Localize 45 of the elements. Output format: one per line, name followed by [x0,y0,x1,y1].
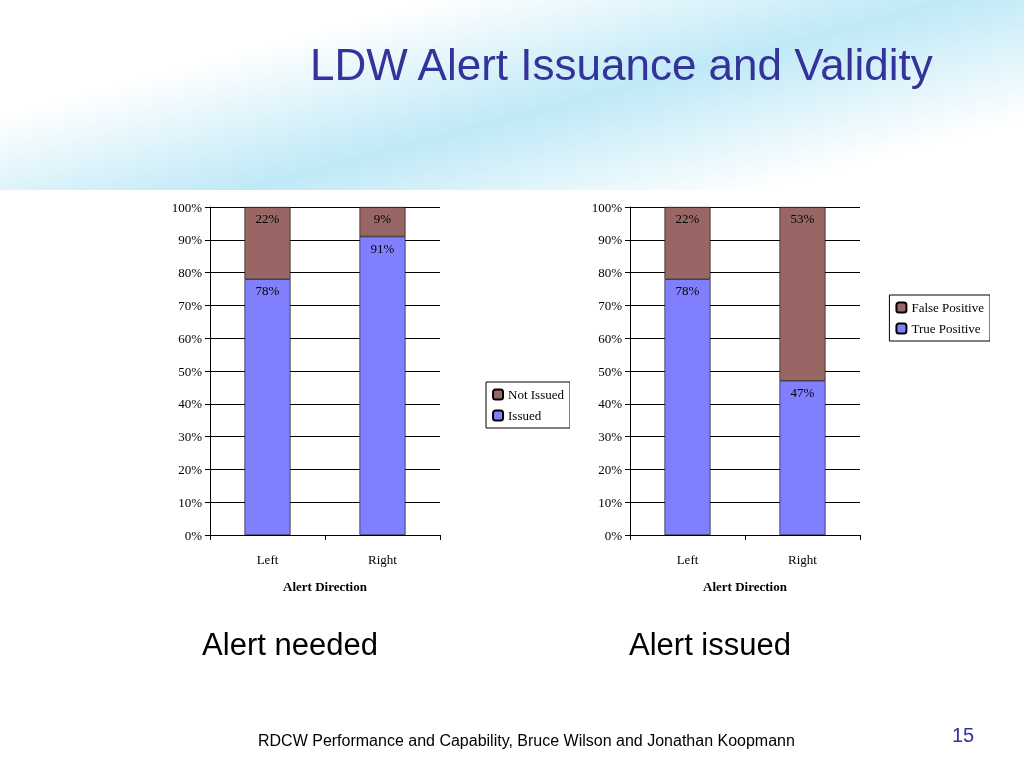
y-tick-label: 50% [178,363,203,379]
legend-label: Not Issued [508,387,565,402]
x-tick-label: Right [788,552,818,567]
x-axis-title: Alert Direction [283,579,368,594]
x-axis-title: Alert Direction [703,579,788,594]
y-tick-label: 10% [598,494,623,510]
legend-label: Issued [508,408,542,423]
text: Alert needed [201,627,379,663]
y-tick-label: 10% [178,494,203,510]
text: LDW Alert Issuance and Validity [310,40,933,90]
legend-label: True Positive [911,321,981,336]
data-label: 47% [790,384,815,400]
x-tick-label: Left [676,552,699,567]
data-label: 78% [255,283,280,299]
text: Alert issued [628,627,792,663]
x-tick-label: Right [368,552,398,567]
data-label: 22% [255,211,280,226]
data-label: 53% [790,211,815,226]
y-tick-label: 60% [178,330,203,346]
y-tick-label: 40% [598,396,623,412]
y-tick-label: 0% [604,527,623,543]
data-label: 22% [675,211,700,226]
y-tick-label: 90% [598,232,623,248]
y-tick-label: 50% [598,363,623,379]
text: 15 [952,724,975,747]
x-tick-label: Left [256,552,279,567]
data-label: 9% [373,211,392,226]
data-label: 78% [675,283,700,299]
y-tick-label: 90% [178,232,203,248]
data-label: 91% [370,240,395,256]
y-tick-label: 30% [598,429,623,445]
y-tick-label: 20% [178,461,203,477]
y-tick-label: 0% [184,527,203,543]
y-tick-label: 30% [178,429,203,445]
y-tick-label: 70% [598,297,623,313]
y-tick-label: 70% [178,297,203,313]
y-tick-label: 40% [178,396,203,412]
y-tick-label: 100% [171,199,203,215]
text: RDCW Performance and Capability, Bruce Wilson and Jonathan Koopmann [258,732,795,750]
y-tick-label: 100% [591,199,623,215]
y-tick-label: 80% [598,265,623,281]
y-tick-label: 80% [178,265,203,281]
y-tick-label: 60% [598,330,623,346]
legend-label: False Positive [911,300,985,315]
y-tick-label: 20% [598,461,623,477]
